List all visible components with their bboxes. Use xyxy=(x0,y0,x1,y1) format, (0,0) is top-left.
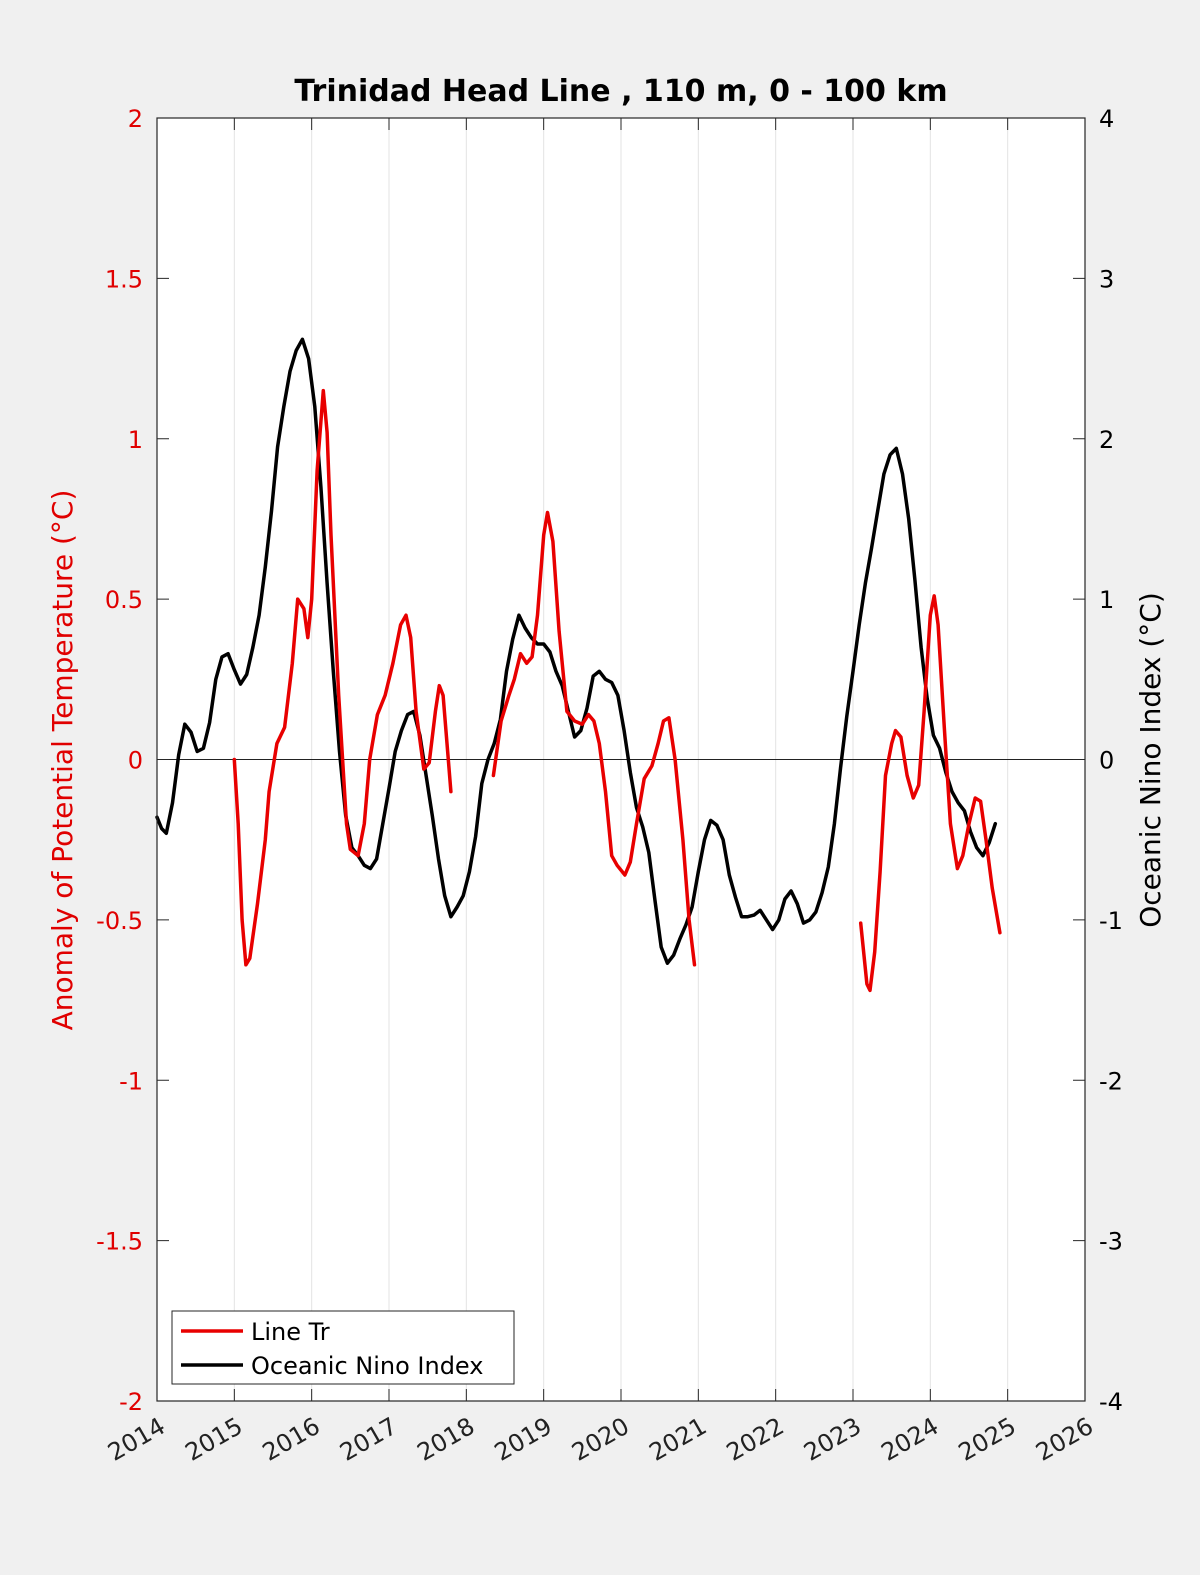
y-right-tick-label: -3 xyxy=(1099,1228,1123,1256)
y-right-tick-label: -1 xyxy=(1099,907,1123,935)
y-left-tick-label: -0.5 xyxy=(96,907,143,935)
series-layer xyxy=(155,337,1002,993)
y-left-tick-label: 0.5 xyxy=(105,586,143,614)
y-left-tick-label: -1 xyxy=(119,1067,143,1095)
y-axis-label-right: Oceanic Nino Index (°C) xyxy=(1134,592,1167,928)
y-left-tick-label: 1 xyxy=(128,426,143,454)
y-left-tick-label: -2 xyxy=(119,1388,143,1416)
y-right-tick-label: -2 xyxy=(1099,1067,1123,1095)
series-oni-segment-1 xyxy=(155,337,998,965)
y-right-tick-label: 1 xyxy=(1099,586,1114,614)
y-right-tick-label: 2 xyxy=(1099,426,1114,454)
y-left-tick-label: 2 xyxy=(128,105,143,133)
series-line-tr-segment-2 xyxy=(491,510,697,967)
y-right-tick-label: 4 xyxy=(1099,105,1114,133)
legend-box xyxy=(171,1310,515,1385)
legend-label-line-tr: Line Tr xyxy=(251,1318,330,1346)
y-axis-label-left: Anomaly of Potential Temperature (°C) xyxy=(46,490,79,1031)
legend-label-oni: Oceanic Nino Index xyxy=(251,1352,483,1380)
y-right-tick-label: -4 xyxy=(1099,1388,1123,1416)
y-right-tick-label: 0 xyxy=(1099,747,1114,775)
y-right-tick-label: 3 xyxy=(1099,265,1114,293)
series-line-tr-segment-3 xyxy=(858,594,1002,993)
series-line-tr-segment-1 xyxy=(232,388,453,967)
legend: Line Tr Oceanic Nino Index xyxy=(171,1310,515,1385)
chart-title: Trinidad Head Line , 110 m, 0 - 100 km xyxy=(294,74,947,109)
y-left-tick-label: 1.5 xyxy=(105,265,143,293)
y-left-tick-label: -1.5 xyxy=(96,1228,143,1256)
y-left-tick-label: 0 xyxy=(128,747,143,775)
